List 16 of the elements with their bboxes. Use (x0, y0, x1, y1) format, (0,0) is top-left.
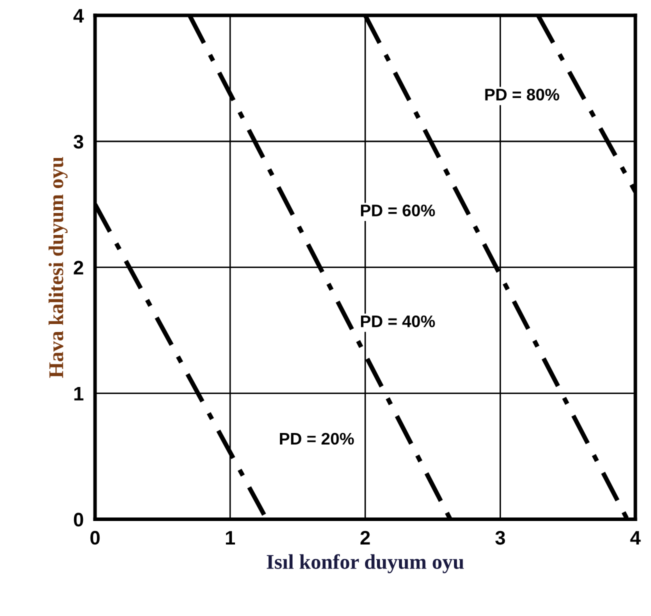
x-tick-label: 3 (495, 530, 505, 545)
y-tick-label: 1 (74, 386, 84, 400)
annotation: PD = 20% (280, 432, 354, 445)
y-tick-label: 4 (73, 9, 84, 22)
y-tick-label: 0 (74, 512, 84, 527)
annotation: PD = 80% (485, 88, 560, 100)
x-axis-title: Isıl konfor duyum oyu (266, 554, 464, 574)
annotation: PD = 60% (360, 204, 435, 216)
x-tick-label: 1 (226, 531, 235, 544)
x-tick-label: 2 (360, 530, 370, 544)
y-tick-label: 3 (74, 134, 84, 149)
x-tick-label: 4 (630, 531, 641, 544)
y-tick-label: 2 (74, 260, 84, 274)
y-axis-title: Hava kalitesi duyum oyu (48, 157, 68, 378)
annotation: PD = 40% (360, 315, 435, 328)
x-tick-label: 0 (90, 530, 100, 545)
